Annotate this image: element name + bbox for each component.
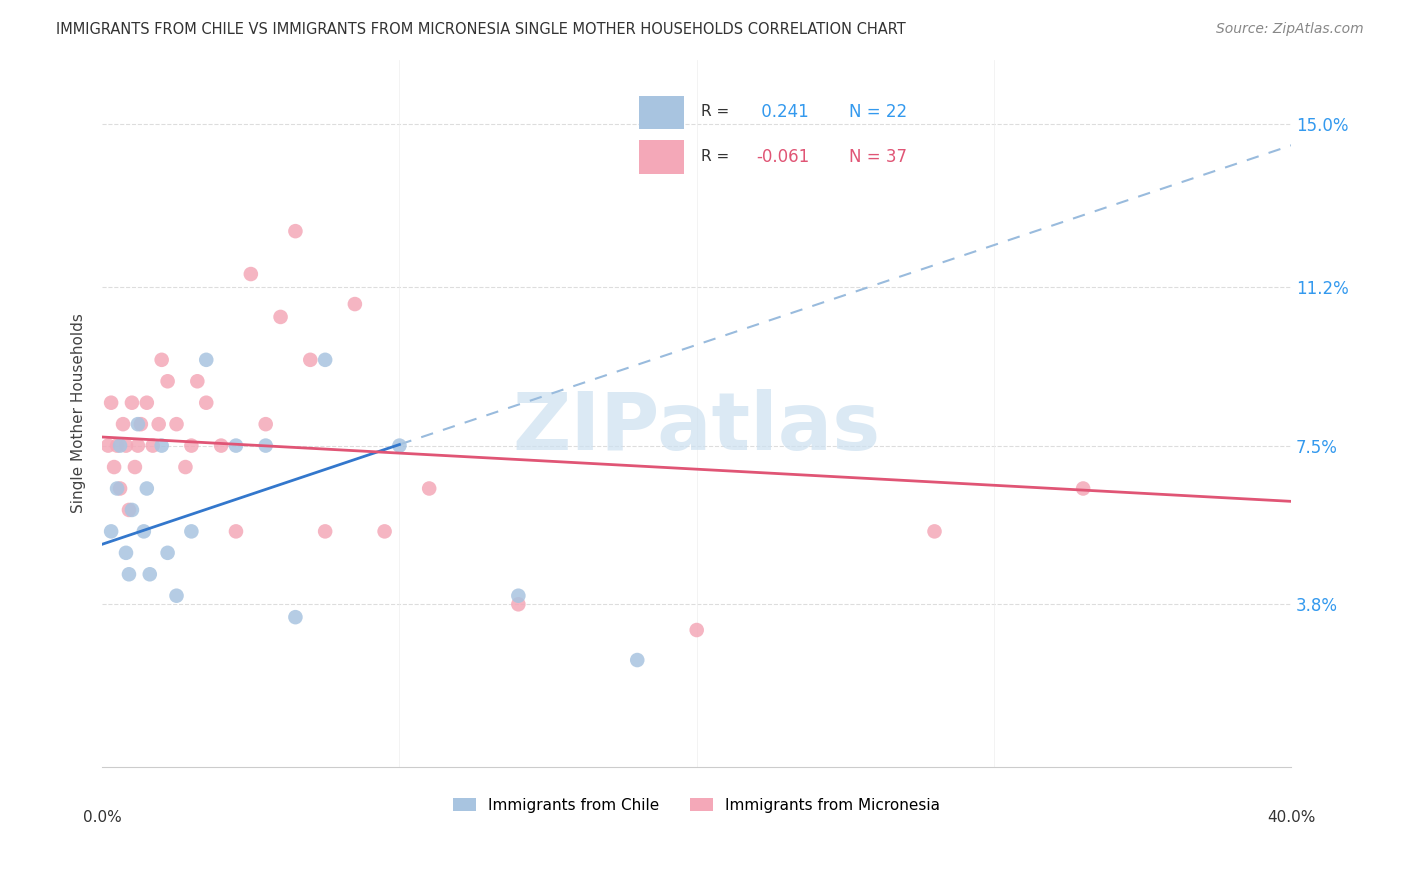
Point <box>508 589 530 603</box>
Point <box>254 417 277 432</box>
Point <box>343 297 366 311</box>
Y-axis label: Single Mother Households: Single Mother Households <box>72 313 86 514</box>
Point <box>156 374 179 388</box>
Point <box>239 267 262 281</box>
Point <box>108 482 131 496</box>
Point <box>418 482 440 496</box>
Point <box>284 610 307 624</box>
Point <box>139 567 162 582</box>
Text: Source: ZipAtlas.com: Source: ZipAtlas.com <box>1216 22 1364 37</box>
Point <box>388 439 411 453</box>
Point <box>284 224 307 238</box>
Point <box>135 395 157 409</box>
Point <box>924 524 946 539</box>
Point <box>127 417 149 432</box>
Point <box>108 439 131 453</box>
Point <box>209 439 232 453</box>
Point <box>105 439 128 453</box>
Point <box>124 460 146 475</box>
Text: 40.0%: 40.0% <box>1267 810 1316 825</box>
Point <box>270 310 292 324</box>
Point <box>374 524 396 539</box>
Point <box>686 623 709 637</box>
Point <box>195 352 218 367</box>
Point <box>166 589 188 603</box>
Point <box>166 417 188 432</box>
Point <box>111 417 134 432</box>
Point <box>115 439 138 453</box>
Point <box>132 524 155 539</box>
Point <box>118 567 141 582</box>
Point <box>626 653 648 667</box>
Point <box>314 352 336 367</box>
Point <box>118 503 141 517</box>
Point <box>150 352 173 367</box>
Point <box>174 460 197 475</box>
Point <box>100 395 122 409</box>
Text: 0.0%: 0.0% <box>83 810 121 825</box>
Point <box>148 417 170 432</box>
Point <box>103 460 125 475</box>
Point <box>105 482 128 496</box>
Point <box>121 503 143 517</box>
Point <box>225 439 247 453</box>
Point <box>100 524 122 539</box>
Point <box>97 439 120 453</box>
Point <box>156 546 179 560</box>
Point <box>180 524 202 539</box>
Point <box>115 546 138 560</box>
Point <box>314 524 336 539</box>
Point <box>254 439 277 453</box>
Point <box>121 395 143 409</box>
Point <box>127 439 149 453</box>
Legend: Immigrants from Chile, Immigrants from Micronesia: Immigrants from Chile, Immigrants from M… <box>453 797 941 813</box>
Point <box>129 417 152 432</box>
Point <box>180 439 202 453</box>
Point <box>299 352 322 367</box>
Text: ZIPatlas: ZIPatlas <box>513 389 880 467</box>
Text: IMMIGRANTS FROM CHILE VS IMMIGRANTS FROM MICRONESIA SINGLE MOTHER HOUSEHOLDS COR: IMMIGRANTS FROM CHILE VS IMMIGRANTS FROM… <box>56 22 905 37</box>
Point <box>150 439 173 453</box>
Point <box>142 439 165 453</box>
Point <box>186 374 208 388</box>
Point <box>1071 482 1094 496</box>
Point <box>195 395 218 409</box>
Point <box>225 524 247 539</box>
Point <box>135 482 157 496</box>
Point <box>508 597 530 611</box>
